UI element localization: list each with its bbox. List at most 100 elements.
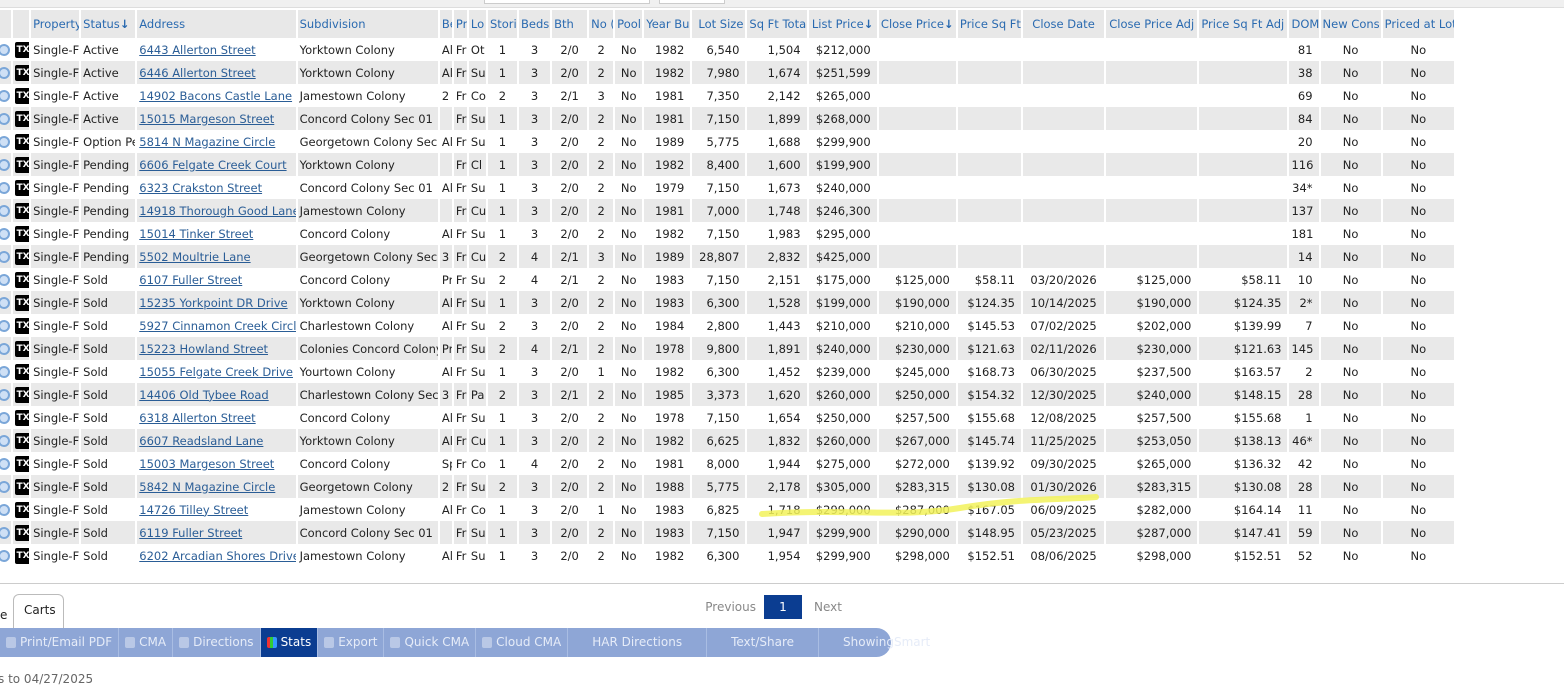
table-row[interactable]: TX Single-F Pending 6606 Felgate Creek Cour… [0,153,1457,176]
column-header-pr[interactable]: Pr [452,10,469,38]
table-row[interactable]: TX Single-F Sold 5927 Cinnamon Creek Circle… [0,314,1457,337]
favorite-clock-icon[interactable] [0,297,10,309]
table-row[interactable]: TX Single-F Pending 15014 Tinker Street Conc… [0,222,1457,245]
favorite-clock-icon[interactable] [0,67,10,79]
address-link[interactable]: 15003 Margeson Street [139,456,275,471]
column-header-subdivision[interactable]: Subdivision [296,10,440,38]
favorite-clock-icon[interactable] [0,389,10,401]
address-link[interactable]: 14918 Thorough Good Lane [139,203,297,218]
favorite-clock-icon[interactable] [0,504,10,516]
address-link[interactable]: 15235 Yorkpoint DR Drive [139,295,288,310]
favorite-clock-icon[interactable] [0,343,10,355]
favorite-clock-icon[interactable] [0,412,10,424]
table-row[interactable]: TX Single-F Sold 15223 Howland Street Coloni… [0,337,1457,360]
previous-page-button[interactable]: Previous [705,600,756,614]
address-link[interactable]: 15055 Felgate Creek Drive [139,364,293,379]
favorite-clock-icon[interactable] [0,458,10,470]
cloud-cma-button[interactable]: Cloud CMA [476,628,569,657]
quick-cma-button[interactable]: Quick CMA [384,628,477,657]
address-link[interactable]: 15014 Tinker Street [139,226,254,241]
table-row[interactable]: TX Single-F Pending 5502 Moultrie Lane Georg… [0,245,1457,268]
table-row[interactable]: TX Single-F Active 6446 Allerton Street York… [0,61,1457,84]
tab-partial[interactable]: e [0,608,8,622]
favorite-clock-icon[interactable] [0,205,10,217]
table-row[interactable]: TX Single-F Sold 6318 Allerton Street Concor… [0,406,1457,429]
column-header-price-sq-ft-adj-[interactable]: Price Sq Ft Adj $ [1198,10,1290,38]
column-header-price-sq-ft[interactable]: Price Sq Ft [956,10,1023,38]
column-header-close-date[interactable]: Close Date [1021,10,1107,38]
column-header-icon-1[interactable] [12,10,32,38]
favorite-clock-icon[interactable] [0,251,10,263]
table-row[interactable]: TX Single-F Sold 6202 Arcadian Shores Drive… [0,544,1457,567]
address-link[interactable]: 6318 Allerton Street [139,410,256,425]
column-header-stori[interactable]: Stori [486,10,520,38]
table-row[interactable]: TX Single-F Pending 14918 Thorough Good Lan… [0,199,1457,222]
column-header-property[interactable]: Property [30,10,82,38]
column-header-pool[interactable]: Pool [614,10,645,38]
address-link[interactable]: 5842 N Magazine Circle [139,479,276,494]
column-header-icon-0[interactable] [0,10,14,38]
address-link[interactable]: 5927 Cinnamon Creek Circle [139,318,297,333]
column-header-priced-at-lot[interactable]: Priced at Lot [1381,10,1457,38]
table-row[interactable]: TX Single-F Sold 5842 N Magazine Circle Geor… [0,475,1457,498]
column-header-list-price[interactable]: List Price↓ [807,10,879,38]
column-header-no-[interactable]: No ( [588,10,616,38]
favorite-clock-icon[interactable] [0,44,10,56]
favorite-clock-icon[interactable] [0,182,10,194]
table-row[interactable]: TX Single-F Sold 14726 Tilley Street Jamesto… [0,498,1457,521]
favorite-clock-icon[interactable] [0,274,10,286]
favorite-clock-icon[interactable] [0,527,10,539]
table-row[interactable]: TX Single-F Sold 15235 Yorkpoint DR Drive Yo… [0,291,1457,314]
sort-arrow-icon[interactable]: ↓ [119,17,130,31]
next-page-button[interactable]: Next [814,600,842,614]
address-link[interactable]: 5502 Moultrie Lane [139,249,251,264]
address-link[interactable]: 15223 Howland Street [139,341,269,356]
page-1-button[interactable]: 1 [764,595,802,619]
column-header-year-bu[interactable]: Year Bu [643,10,693,38]
search-box-partial[interactable] [484,0,650,4]
address-link[interactable]: 6119 Fuller Street [139,525,243,540]
favorite-clock-icon[interactable] [0,228,10,240]
sort-arrow-icon[interactable]: ↓ [943,17,954,31]
stats-button[interactable]: Stats [260,628,319,657]
address-link[interactable]: 15015 Margeson Street [139,111,275,126]
address-link[interactable]: 6202 Arcadian Shores Drive [139,548,297,563]
table-row[interactable]: TX Single-F Active 6443 Allerton Street York… [0,38,1457,61]
favorite-clock-icon[interactable] [0,550,10,562]
column-header-close-price[interactable]: Close Price↓ [877,10,958,38]
export-button[interactable]: Export [318,628,385,657]
directions-button[interactable]: Directions [173,628,261,657]
column-header-be[interactable]: Be [438,10,454,38]
har-directions-button[interactable]: HAR Directions [568,628,708,657]
table-row[interactable]: TX Single-F Sold 14406 Old Tybee Road Charle… [0,383,1457,406]
favorite-clock-icon[interactable] [0,90,10,102]
column-header-sq-ft-total[interactable]: Sq Ft Total [746,10,809,38]
address-link[interactable]: 6443 Allerton Street [139,42,256,57]
table-row[interactable]: TX Single-F Sold 6119 Fuller Street Concord … [0,521,1457,544]
cma-button[interactable]: CMA [119,628,174,657]
column-header-lo[interactable]: Lo [467,10,488,38]
favorite-clock-icon[interactable] [0,435,10,447]
column-header-address[interactable]: Address [136,10,298,38]
address-link[interactable]: 5814 N Magazine Circle [139,134,276,149]
favorite-clock-icon[interactable] [0,159,10,171]
table-row[interactable]: TX Single-F Sold 6607 Readsland Lane Yorktow… [0,429,1457,452]
table-row[interactable]: TX Single-F Sold 6107 Fuller Street Concord … [0,268,1457,291]
address-link[interactable]: 14406 Old Tybee Road [139,387,269,402]
column-header-bth[interactable]: Bth [551,10,590,38]
address-link[interactable]: 6607 Readsland Lane [139,433,264,448]
address-link[interactable]: 6107 Fuller Street [139,272,243,287]
sort-arrow-icon[interactable]: ↓ [863,17,874,31]
address-link[interactable]: 6446 Allerton Street [139,65,256,80]
column-header-close-price-adj[interactable]: Close Price Adj [1105,10,1200,38]
table-row[interactable]: TX Single-F Sold 15055 Felgate Creek Drive Y… [0,360,1457,383]
table-row[interactable]: TX Single-F Sold 15003 Margeson Street Conco… [0,452,1457,475]
address-link[interactable]: 6323 Crakston Street [139,180,263,195]
showingsmart-button[interactable]: ShowingSmart [819,628,954,657]
table-row[interactable]: TX Single-F Option Pe 5814 N Magazine Circl… [0,130,1457,153]
column-header-status[interactable]: Status↓ [80,10,138,38]
text-share-button[interactable]: Text/Share [707,628,820,657]
column-header-beds[interactable]: Beds [518,10,553,38]
tab-carts[interactable]: Carts [13,594,64,628]
favorite-clock-icon[interactable] [0,136,10,148]
